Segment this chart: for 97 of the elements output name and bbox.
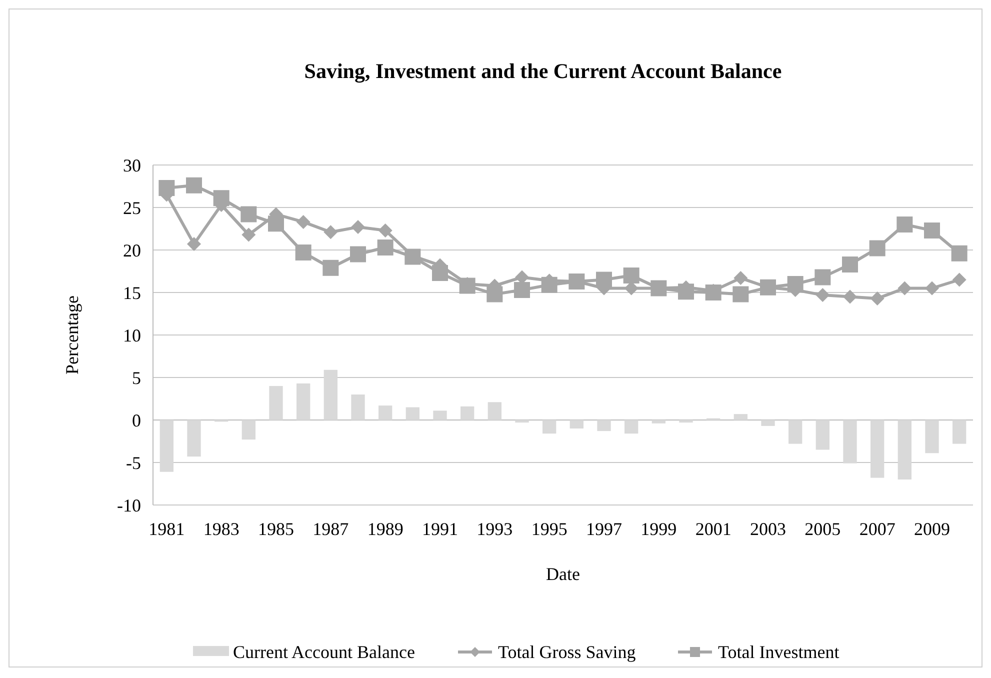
point <box>596 272 612 288</box>
bar <box>679 420 693 423</box>
y-axis-title: Percentage <box>62 296 82 374</box>
point <box>952 272 966 287</box>
bar <box>761 420 775 426</box>
point <box>187 237 201 252</box>
point <box>486 286 503 302</box>
bar <box>542 420 556 434</box>
x-axis-title: Date <box>546 564 580 584</box>
x-tick-label: 1997 <box>586 519 622 539</box>
point <box>816 288 830 302</box>
bar <box>652 420 666 424</box>
point <box>296 214 310 229</box>
point <box>351 220 365 234</box>
y-tick-label: 20 <box>123 240 141 260</box>
point <box>843 290 857 304</box>
point <box>377 239 394 256</box>
y-tick-label: 30 <box>123 155 141 176</box>
bar <box>351 394 365 420</box>
point <box>896 216 913 232</box>
y-tick-label: 15 <box>123 282 141 303</box>
point <box>459 278 476 294</box>
bar <box>898 420 912 480</box>
x-tick-label: 1999 <box>640 519 677 539</box>
point <box>295 244 312 261</box>
point <box>732 286 749 302</box>
bar <box>242 420 256 440</box>
chart-title: Saving, Investment and the Current Account Balance <box>304 59 782 83</box>
point <box>514 282 530 298</box>
point <box>158 180 175 196</box>
point <box>378 223 392 238</box>
point <box>898 281 912 296</box>
bar <box>843 420 857 464</box>
bar <box>433 410 447 420</box>
bar <box>952 420 966 444</box>
point <box>350 246 366 262</box>
legend-label: Total Gross Saving <box>498 642 636 662</box>
legend-label: Current Account Balance <box>233 642 415 662</box>
point <box>842 256 858 272</box>
bar <box>816 420 830 450</box>
bar <box>597 420 611 432</box>
bar <box>460 406 474 420</box>
point <box>814 269 831 286</box>
point <box>240 206 257 222</box>
point <box>705 284 722 300</box>
bar <box>570 420 584 428</box>
x-tick-label: 2005 <box>804 519 841 539</box>
point <box>322 260 339 276</box>
x-tick-label: 1989 <box>367 519 404 539</box>
bar <box>488 402 502 420</box>
point <box>951 245 968 262</box>
x-tick-label: 2009 <box>914 519 950 539</box>
bar <box>925 420 939 454</box>
point <box>541 276 558 293</box>
x-tick-label: 1987 <box>312 519 349 539</box>
x-tick-label: 1991 <box>422 519 458 539</box>
x-tick-label: 1983 <box>203 519 240 539</box>
point <box>869 240 886 256</box>
x-tick-label: 2003 <box>750 519 786 539</box>
bar <box>624 420 638 434</box>
x-tick-label: 2007 <box>859 519 896 539</box>
bar <box>378 406 392 420</box>
point <box>678 284 694 300</box>
y-tick-label: -5 <box>126 452 141 473</box>
bar <box>788 420 802 444</box>
point <box>186 177 202 194</box>
bar <box>734 414 748 420</box>
bar <box>324 370 338 420</box>
y-tick-label: 5 <box>132 368 141 388</box>
bar <box>515 420 529 423</box>
x-tick-label: 1985 <box>258 519 294 539</box>
point <box>924 222 940 238</box>
x-tick-label: 1995 <box>531 519 568 539</box>
legend-label: Total Investment <box>718 642 840 662</box>
bar <box>269 386 283 420</box>
y-tick-label: -10 <box>117 495 141 516</box>
point <box>213 190 230 206</box>
x-tick-label: 1981 <box>148 519 185 539</box>
bar <box>406 407 420 420</box>
bar <box>187 420 201 457</box>
y-tick-label: 0 <box>132 410 141 430</box>
point <box>623 268 640 284</box>
bar <box>160 420 174 472</box>
point <box>268 216 284 232</box>
y-tick-label: 25 <box>123 198 141 218</box>
point <box>787 276 804 292</box>
y-tick-label: 10 <box>123 325 141 346</box>
point <box>432 264 448 281</box>
bar <box>870 420 884 478</box>
x-tick-label: 2001 <box>695 519 732 539</box>
point <box>870 291 884 306</box>
point <box>734 271 748 286</box>
point <box>925 281 939 296</box>
x-tick-label: 1993 <box>476 519 513 539</box>
bar <box>296 383 310 420</box>
point <box>324 225 338 240</box>
point <box>242 228 256 242</box>
